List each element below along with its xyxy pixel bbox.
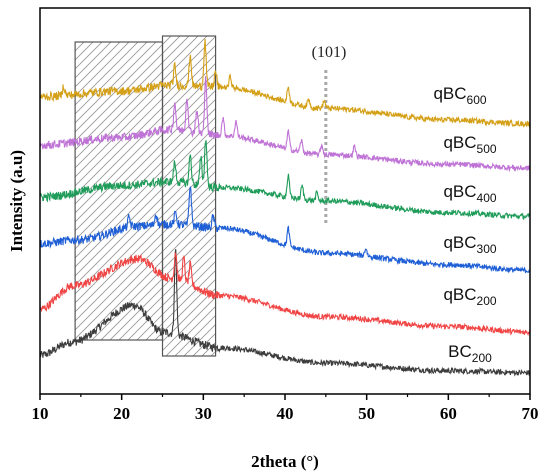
series-layer — [40, 39, 530, 377]
x-tick-label: 30 — [195, 404, 212, 423]
series-label-bc200: BC200 — [448, 342, 492, 365]
series-line-qbc500 — [40, 76, 530, 173]
x-axis-label: 2theta (°) — [251, 452, 319, 471]
x-tick-label: 10 — [32, 404, 49, 423]
series-line-qbc600 — [40, 39, 530, 129]
series-labels: BC200 qBC200 qBC300 qBC400 qBC500 qBC600 — [433, 84, 496, 365]
x-tick-label: 20 — [113, 404, 130, 423]
series-label-qbc600: qBC600 — [433, 84, 486, 107]
series-label-qbc400: qBC400 — [443, 182, 496, 205]
highlight-region — [74, 41, 164, 341]
series-line-qbc400 — [40, 140, 530, 220]
x-tick-label: 50 — [358, 404, 375, 423]
series-line-qbc300 — [40, 186, 530, 274]
annotation-label: (101) — [312, 44, 347, 61]
series-line-qbc200 — [40, 252, 530, 337]
series-label-qbc500: qBC500 — [443, 133, 496, 156]
series-label-qbc300: qBC300 — [443, 233, 496, 256]
x-tick-label: 60 — [440, 404, 457, 423]
x-axis-ticks: 10 20 30 40 50 60 70 — [32, 394, 539, 423]
x-tick-label: 40 — [277, 404, 294, 423]
series-line-bc200 — [40, 249, 530, 377]
series-label-qbc200: qBC200 — [443, 285, 496, 308]
y-axis-label: Intensity (a.u) — [7, 150, 26, 252]
x-tick-label: 70 — [522, 404, 539, 423]
